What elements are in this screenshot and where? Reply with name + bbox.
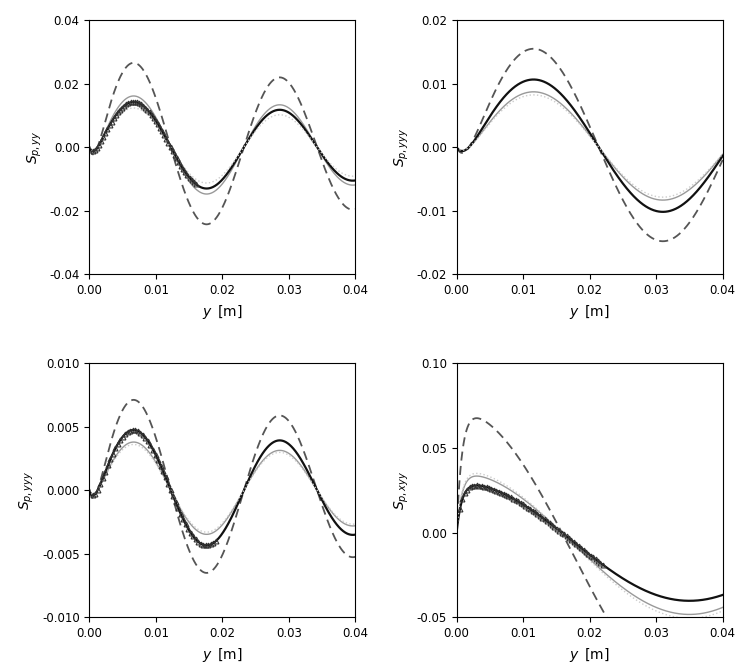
Y-axis label: $S_{p,yyy}$: $S_{p,yyy}$ — [18, 470, 37, 510]
Y-axis label: $S_{p,yy}$: $S_{p,yy}$ — [25, 130, 44, 164]
X-axis label: $y\,$ [m]: $y\,$ [m] — [569, 646, 610, 664]
X-axis label: $y\,$ [m]: $y\,$ [m] — [202, 646, 243, 664]
Y-axis label: $S_{p,xyy}$: $S_{p,xyy}$ — [393, 470, 411, 510]
X-axis label: $y\,$ [m]: $y\,$ [m] — [202, 303, 243, 321]
Y-axis label: $S_{p,yyy}$: $S_{p,yyy}$ — [393, 127, 411, 167]
X-axis label: $y\,$ [m]: $y\,$ [m] — [569, 303, 610, 321]
